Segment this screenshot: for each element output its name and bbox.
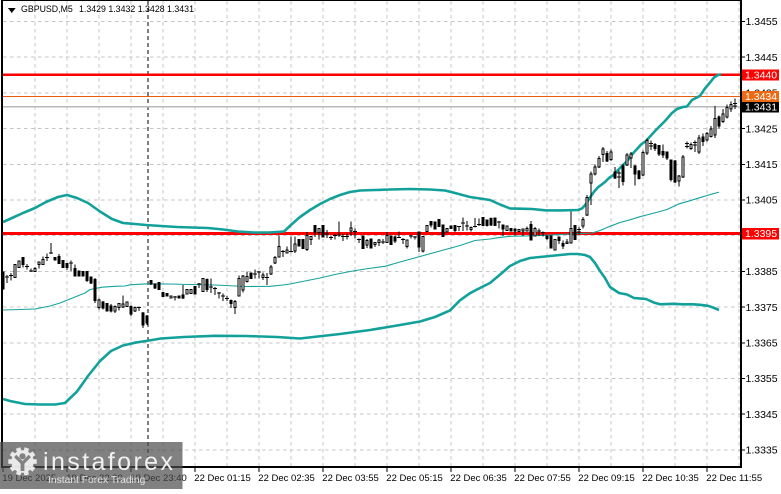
svg-text:22 Dec 10:35: 22 Dec 10:35 [642, 473, 699, 484]
svg-text:1.3355: 1.3355 [746, 373, 778, 385]
svg-text:22 Dec 06:35: 22 Dec 06:35 [450, 473, 507, 484]
svg-text:22 Dec 07:55: 22 Dec 07:55 [514, 473, 571, 484]
svg-text:1.3445: 1.3445 [746, 52, 778, 64]
svg-text:1.3429 1.3432 1.3428 1.3431: 1.3429 1.3432 1.3428 1.3431 [79, 4, 194, 14]
svg-text:GBPUSD,M5: GBPUSD,M5 [21, 4, 73, 14]
svg-text:22 Dec 01:15: 22 Dec 01:15 [194, 473, 251, 484]
svg-text:1.3425: 1.3425 [746, 123, 778, 135]
svg-text:1.3440: 1.3440 [745, 69, 777, 81]
svg-text:1.3385: 1.3385 [746, 266, 778, 278]
svg-text:1.3395: 1.3395 [745, 228, 777, 240]
svg-text:1.3375: 1.3375 [746, 302, 778, 314]
svg-text:1.3365: 1.3365 [746, 338, 778, 350]
svg-text:22 Dec 11:55: 22 Dec 11:55 [706, 473, 762, 484]
svg-text:22 Dec 03:55: 22 Dec 03:55 [322, 473, 379, 484]
svg-text:1.3431: 1.3431 [745, 102, 777, 114]
svg-text:1.3455: 1.3455 [746, 16, 778, 28]
svg-text:1.3345: 1.3345 [746, 409, 778, 421]
svg-text:1.3335: 1.3335 [746, 445, 778, 457]
svg-text:22 Dec 09:15: 22 Dec 09:15 [578, 473, 635, 484]
svg-text:1.3434: 1.3434 [745, 91, 777, 103]
svg-text:1.3415: 1.3415 [746, 159, 778, 171]
svg-text:1.3405: 1.3405 [746, 195, 778, 207]
svg-text:instaforex: instaforex [43, 448, 175, 476]
svg-text:Instant Forex Trading: Instant Forex Trading [48, 475, 146, 486]
svg-text:22 Dec 02:35: 22 Dec 02:35 [258, 473, 315, 484]
svg-text:22 Dec 05:15: 22 Dec 05:15 [386, 473, 443, 484]
